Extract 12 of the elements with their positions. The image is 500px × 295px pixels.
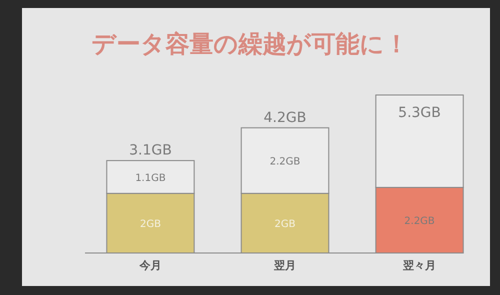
x-tick-label: 今月 — [138, 259, 162, 272]
x-tick-label: 翌月 — [273, 259, 296, 272]
data-label: 2GB — [140, 219, 162, 230]
chart-title: データ容量の繰越が可能に！ — [92, 30, 408, 58]
x-tick-label: 翌々月 — [402, 259, 436, 272]
data-label: 2GB — [274, 219, 296, 230]
data-label: 2.2GB — [404, 216, 435, 228]
data-label: 2.2GB — [270, 156, 300, 168]
total-label: 4.2GB — [264, 110, 306, 126]
total-label: 5.3GB — [398, 105, 441, 121]
total-label: 3.1GB — [129, 142, 172, 159]
data-label: 1.1GB — [135, 172, 166, 184]
